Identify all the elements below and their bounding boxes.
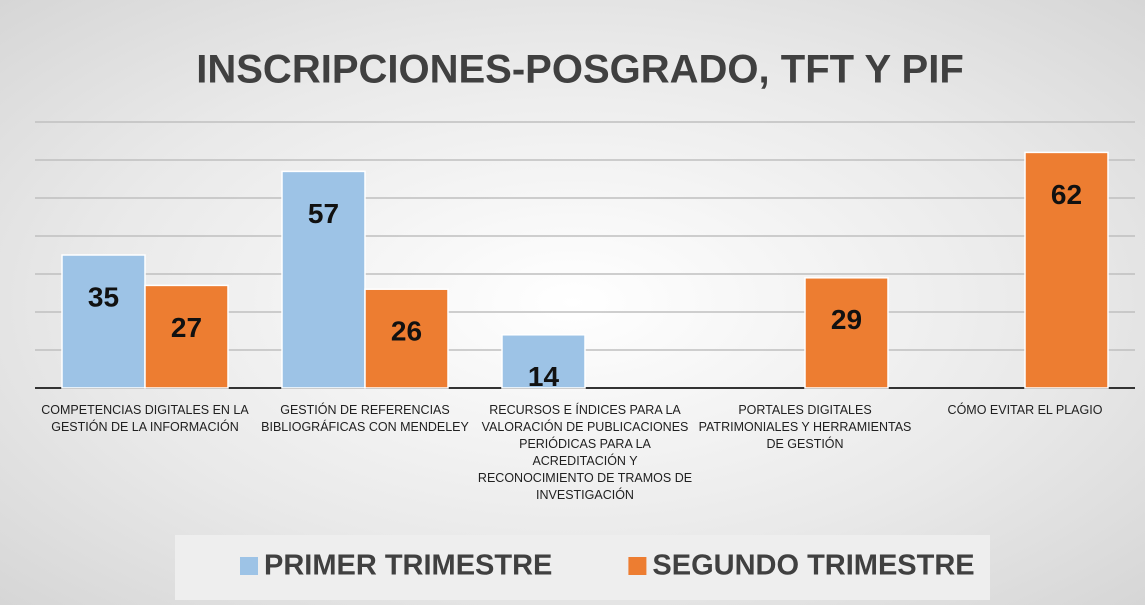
- bar: [501, 334, 586, 389]
- x-tick-label: COMPETENCIAS DIGITALES EN LA GESTIÓN DE …: [41, 403, 249, 434]
- bar: [281, 170, 366, 389]
- legend-swatch: [628, 557, 647, 575]
- chart-title: INSCRIPCIONES-POSGRADO, TFT Y PIF: [196, 48, 964, 92]
- bar: [144, 284, 229, 389]
- data-label: 27: [171, 312, 202, 343]
- x-tick-label: RECURSOS E ÍNDICES PARA LA VALORACIÓN DE…: [477, 403, 693, 502]
- legend-swatch: [240, 557, 258, 575]
- bar: [61, 254, 146, 389]
- x-tick-label: CÓMO EVITAR EL PLAGIO: [947, 403, 1103, 417]
- data-label: 14: [528, 361, 560, 392]
- data-label: 29: [831, 304, 862, 335]
- bar: [364, 288, 449, 389]
- bar: [1024, 151, 1109, 389]
- legend-box: [175, 535, 990, 600]
- data-label: 62: [1051, 179, 1082, 210]
- data-label: 35: [88, 281, 119, 312]
- x-tick-label: PORTALES DIGITALES PATRIMONIALES Y HERRA…: [698, 403, 912, 451]
- data-label: 57: [308, 198, 339, 229]
- legend-label: SEGUNDO TRIMESTRE: [652, 550, 974, 582]
- x-tick-label: GESTIÓN DE REFERENCIAS BIBLIOGRÁFICAS CO…: [261, 403, 469, 434]
- data-label: 26: [391, 316, 422, 347]
- bar: [804, 277, 889, 389]
- legend-label: PRIMER TRIMESTRE: [264, 550, 552, 582]
